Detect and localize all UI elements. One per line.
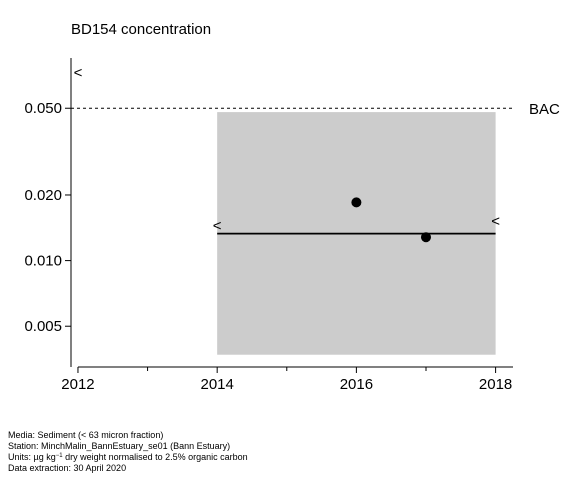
less-than-marker: <: [213, 217, 222, 234]
units-prefix: Units:: [8, 452, 34, 462]
y-tick-label: 0.020: [24, 187, 62, 204]
units-mu: µ: [33, 452, 39, 462]
units-g: g kg: [38, 452, 56, 462]
data-point: [351, 197, 362, 208]
bac-label: BAC: [529, 101, 560, 118]
x-tick-label: 2014: [200, 376, 233, 393]
x-tick-label: 2016: [340, 376, 373, 393]
footer-media: Media: Sediment (< 63 micron fraction): [8, 430, 164, 440]
x-tick-label: 2018: [479, 376, 512, 393]
units-suffix: dry weight normalised to 2.5% organic ca…: [62, 452, 248, 462]
x-tick-label: 2012: [61, 376, 94, 393]
footer: Media: Sediment (< 63 micron fraction) S…: [8, 430, 248, 474]
less-than-marker: <: [74, 64, 83, 81]
footer-station: Station: MinchMalin_BannEstuary_se01 (Ba…: [8, 441, 231, 451]
units-sup: −1: [55, 453, 63, 459]
y-tick-label: 0.005: [24, 318, 62, 335]
less-than-marker: <: [491, 213, 500, 230]
footer-extraction: Data extraction: 30 April 2020: [8, 463, 127, 473]
y-tick-label: 0.050: [24, 100, 62, 117]
footer-units: Units: µg kg−1 dry weight normalised to …: [8, 452, 248, 463]
chart: BD154 concentration BAC 0.005 0.010 0.020 0…: [24, 21, 560, 393]
data-point: [420, 232, 431, 243]
y-tick-label: 0.010: [24, 253, 62, 270]
chart-title: BD154 concentration: [71, 21, 211, 38]
